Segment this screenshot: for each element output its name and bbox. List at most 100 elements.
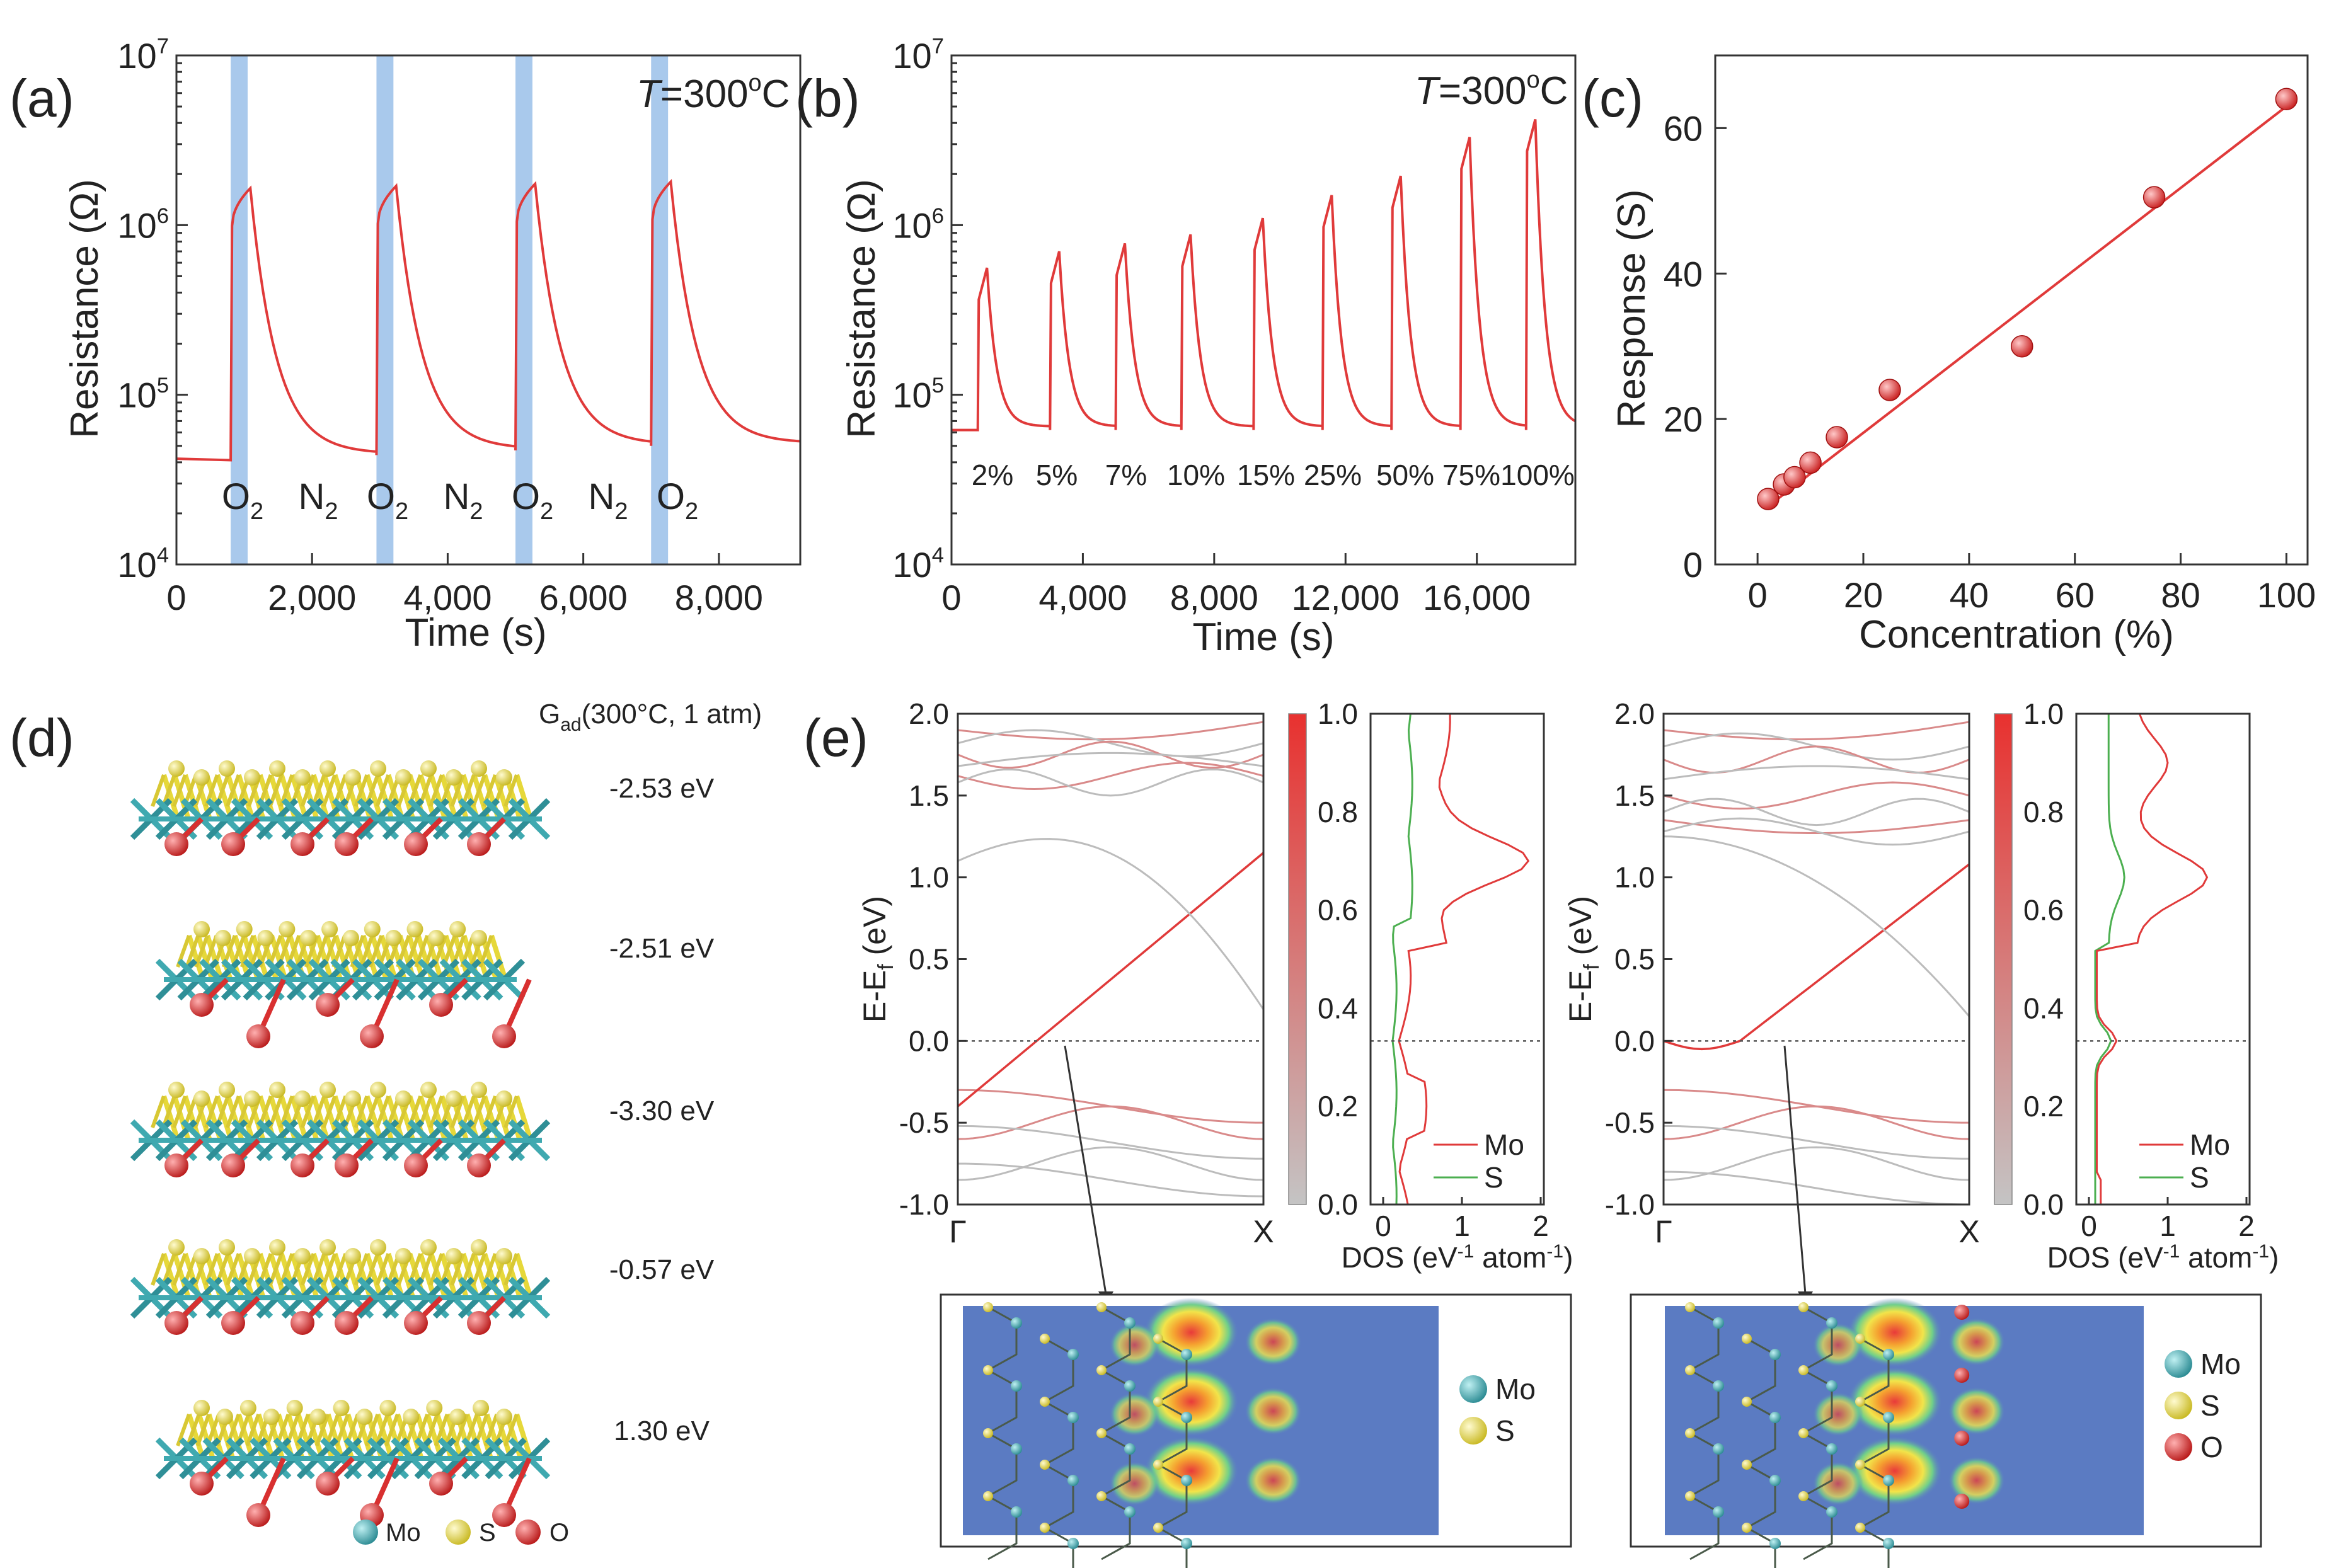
s-atom [395,1248,411,1264]
band-lines [1663,721,1970,1206]
s-atom [319,1239,336,1256]
mo-atom [1067,1538,1079,1549]
s-bond [225,1252,241,1286]
o-atom [1954,1305,1970,1320]
adsorption-energy: 1.30 eV [614,1416,710,1446]
mo-atom [1011,1443,1022,1455]
s-bond [478,934,493,968]
inset-legend-s: S [2200,1389,2220,1422]
density-hotspot [1812,1462,1863,1506]
y-tick-label: 0.5 [909,943,949,976]
o-atom [404,832,428,856]
s-atom [1742,1397,1752,1407]
s-atom [244,1248,260,1264]
y-tick-label: 107 [117,34,169,76]
s-bond [172,774,187,808]
s-bond [203,934,219,968]
dos-axis-label: DOS (eV-1 atom-1) [1342,1241,1573,1274]
s-atom [364,921,381,937]
slab-structure [130,760,551,856]
s-atom [370,1239,386,1256]
band-line [957,721,1264,741]
legend-mo-label: Mo [2190,1128,2230,1161]
lattice-bond [1044,1400,1074,1466]
s-bond [268,1252,284,1286]
y-tick-label: 104 [892,543,944,585]
density-hotspot [1144,1298,1239,1367]
s-bond [375,774,391,808]
s-atom [216,1409,233,1425]
density-hotspot [1948,1387,2005,1435]
s-bond [359,934,374,968]
density-hotspot [1109,1323,1160,1367]
legend-s: S [479,1519,496,1547]
s-bond [176,1413,191,1447]
s-atom [471,1239,487,1256]
band-frame [1662,712,1970,1206]
o-atom [190,993,214,1017]
band-line [1663,745,1970,774]
y-tick-label: 105 [892,374,944,415]
y-tick-label: 0.5 [1614,943,1655,976]
band-lines [957,721,1265,1198]
lattice-bond [987,1306,1018,1371]
gas-labels: O2 N2 O2 N2 O2 N2 O2 [222,476,698,525]
y-tick-label: -1.0 [1605,1188,1655,1221]
panel-e: (e) -1.0 -0.5 0.0 0.5 1.0 1.5 2.0 E-Ef (eV) Γ X 0.… [803,697,2279,1568]
y-tick-label: 104 [117,543,169,585]
x-tick-label: 12,000 [1292,578,1400,617]
kpoint-label: X [1958,1214,1979,1249]
lattice-bond [1746,1463,1776,1529]
s-bond [321,774,337,808]
y-tick-label: 1.0 [909,861,949,894]
resistance-line [176,179,801,462]
s-atom-icon [1459,1417,1487,1445]
lattice-bond [1860,1337,1890,1403]
s-bond [414,934,430,968]
band-line [1663,817,1970,846]
concentration-label: 25% [1304,459,1362,491]
band-line [957,740,1264,769]
s-bond [471,1095,486,1129]
s-atom [1742,1523,1752,1533]
s-atom [428,930,445,946]
scatter-plot [1757,88,2298,510]
data-point [1826,426,1848,449]
s-bond [514,774,533,820]
lattice-bond [1101,1306,1131,1371]
lattice-bond [1044,1463,1074,1529]
slab-structure [155,921,532,1048]
y-tick-label: 105 [117,374,169,415]
y-tick-label: 1.5 [1614,779,1655,812]
plot-frame-c [1714,54,2309,566]
s-bond [321,1095,337,1129]
y-axis-label: E-Ef (eV) [1563,896,1604,1022]
s-bond [311,1095,330,1142]
mo-atom [1713,1506,1724,1518]
s-atom [269,1082,285,1098]
s-atom [1855,1397,1865,1407]
s-atom [356,1409,373,1425]
s-atom [319,760,336,777]
mo-atom [1181,1538,1192,1549]
o-atom [316,1472,340,1496]
x-tick-label: 20 [1844,575,1883,615]
s-atom [471,760,487,777]
band-line [1663,1146,1970,1181]
s-atom [1855,1523,1865,1533]
s-atom [403,1409,420,1425]
x-tick-label: 16,000 [1423,578,1531,617]
s-bond [268,774,284,808]
gas-label: N2 [298,476,338,525]
mo-atom [1826,1506,1837,1518]
s-bond [215,1095,234,1142]
density-hotspot [1847,1436,1942,1506]
s-atom [257,930,274,946]
data-point [2275,88,2298,111]
kpoint-label: X [1253,1214,1274,1249]
mo-atom [1067,1412,1079,1423]
colorbar-tick-label: 0.0 [1318,1188,1358,1221]
s-atom [219,1082,235,1098]
s-atom [473,1400,490,1416]
